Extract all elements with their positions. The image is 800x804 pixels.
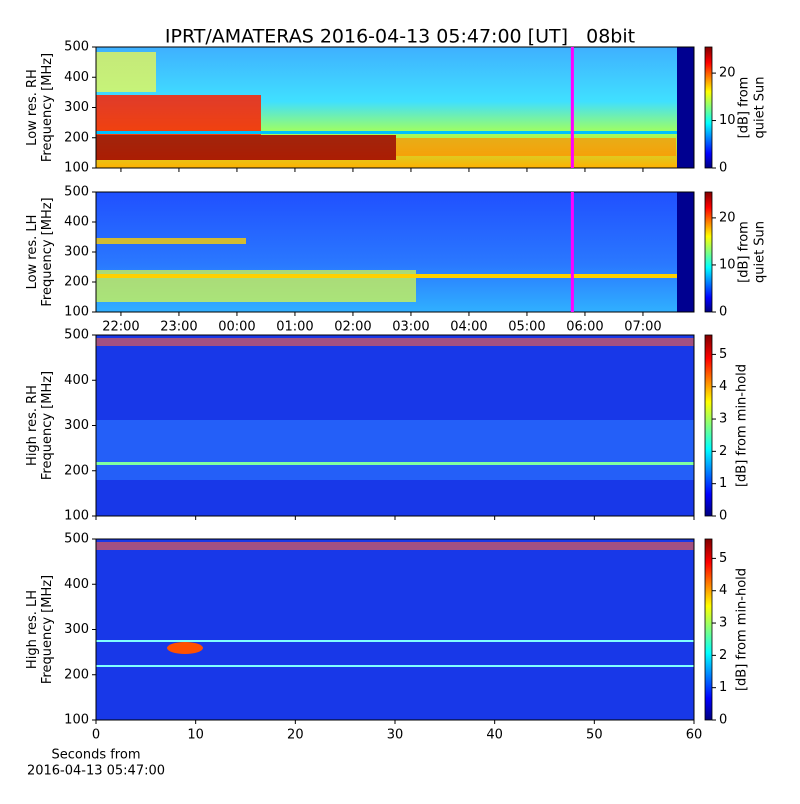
x-tick-label: 00:00 (218, 320, 255, 335)
colorbar-tick-label: 4 (719, 379, 727, 394)
y-axis-label: High res. LH (25, 590, 40, 669)
y-tick-label: 500 (64, 40, 89, 55)
y-tick-label: 400 (64, 70, 89, 85)
colorbar-tick-label: 0 (719, 509, 727, 524)
y-tick-label: 100 (64, 713, 89, 728)
colorbar-tick-label: 5 (719, 551, 727, 566)
colorbar-tick-label: 3 (719, 616, 727, 631)
y-tick-label: 400 (64, 373, 89, 388)
y-tick-label: 500 (64, 328, 89, 343)
colorbar-tick-label: 3 (719, 412, 727, 427)
y-tick-label: 200 (64, 275, 89, 290)
y-axis-label: High res. RH (25, 385, 40, 466)
y-tick-label: 100 (64, 161, 89, 176)
colorbar-label: [dB] from min-hold (735, 364, 750, 487)
y-tick-label: 200 (64, 667, 89, 682)
colorbar-tick-label: 20 (719, 210, 736, 225)
colorbar-tick-label: 0 (719, 713, 727, 728)
chart-title: IPRT/AMATERAS 2016-04-13 05:47:00 [UT] 0… (165, 26, 635, 48)
x-tick-label: 04:00 (450, 320, 487, 335)
colorbar-label: quiet Sun (753, 221, 768, 283)
y-axis-label: Low res. RH (25, 69, 40, 146)
x-tick-label: 02:00 (334, 320, 371, 335)
x-tick-label: 23:00 (160, 320, 197, 335)
x-tick-label: 07:00 (624, 320, 661, 335)
y-tick-label: 300 (64, 622, 89, 637)
y-axis-label: Frequency [MHz] (40, 53, 55, 162)
y-tick-label: 500 (64, 532, 89, 547)
colorbar-tick-label: 0 (719, 305, 727, 320)
y-tick-label: 200 (64, 463, 89, 478)
y-axis-label: Low res. LH (25, 215, 40, 290)
colorbar (704, 46, 713, 169)
x-tick-label: 05:00 (508, 320, 545, 335)
colorbar-label: [dB] from (737, 77, 752, 139)
x-axis-label: Seconds from (51, 748, 140, 763)
colorbar-tick-label: 10 (719, 113, 736, 128)
colorbar-tick-label: 20 (719, 66, 736, 81)
x-tick-label: 22:00 (102, 320, 139, 335)
colorbar-label: quiet Sun (753, 76, 768, 138)
colorbar-label: [dB] from min-hold (735, 568, 750, 691)
x-tick-label: 40 (486, 728, 503, 743)
y-axis-label: Frequency [MHz] (40, 371, 55, 480)
y-tick-label: 500 (64, 185, 89, 200)
colorbar-tick-label: 10 (719, 257, 736, 272)
colorbar-tick-label: 4 (719, 583, 727, 598)
x-tick-label: 30 (387, 728, 404, 743)
colorbar-tick-label: 1 (719, 680, 727, 695)
y-axis-label: Frequency [MHz] (40, 197, 55, 306)
x-tick-label: 01:00 (276, 320, 313, 335)
x-tick-label: 03:00 (392, 320, 429, 335)
colorbar-tick-label: 2 (719, 444, 727, 459)
y-axis-label: Frequency [MHz] (40, 575, 55, 684)
y-tick-label: 400 (64, 215, 89, 230)
x-axis-label: 2016-04-13 05:47:00 (27, 764, 165, 779)
colorbar (704, 538, 713, 721)
colorbar-label: [dB] from (737, 221, 752, 283)
x-tick-label: 0 (92, 728, 100, 743)
x-tick-label: 20 (287, 728, 304, 743)
colorbar-tick-label: 2 (719, 648, 727, 663)
spectrogram-texture (96, 47, 694, 720)
colorbar-tick-label: 5 (719, 347, 727, 362)
x-tick-label: 06:00 (566, 320, 603, 335)
x-tick-label: 10 (187, 728, 204, 743)
y-tick-label: 100 (64, 305, 89, 320)
y-tick-label: 100 (64, 509, 89, 524)
colorbar (704, 191, 713, 313)
colorbar (704, 334, 713, 517)
colorbar-tick-label: 0 (719, 161, 727, 176)
y-tick-label: 200 (64, 130, 89, 145)
x-tick-label: 50 (586, 728, 603, 743)
y-tick-label: 300 (64, 245, 89, 260)
y-tick-label: 300 (64, 100, 89, 115)
y-tick-label: 400 (64, 577, 89, 592)
x-tick-label: 60 (686, 728, 703, 743)
colorbar-tick-label: 1 (719, 476, 727, 491)
y-tick-label: 300 (64, 418, 89, 433)
